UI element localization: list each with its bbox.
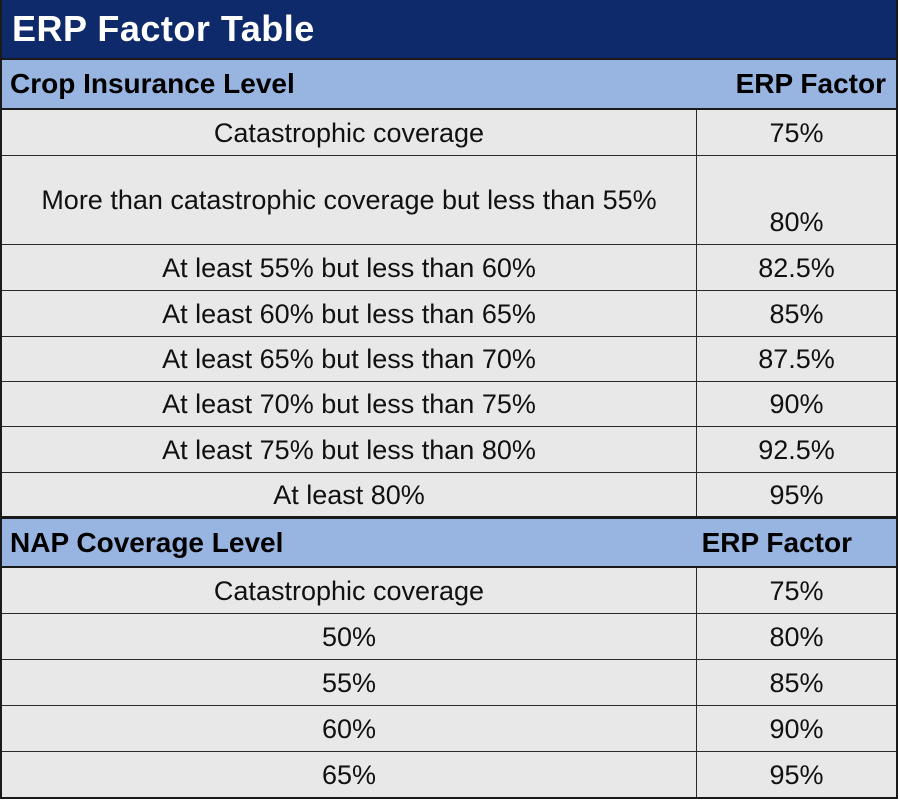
crop-level-cell: At least 60% but less than 65% [2,291,697,336]
nap-level-cell: 65% [2,752,697,797]
table-title: ERP Factor Table [2,0,896,58]
erp-factor-cell: 87.5% [758,344,835,374]
nap-level-cell: 55% [2,660,697,705]
crop-level-cell: Catastrophic coverage [2,110,697,155]
crop-level-column-header: Crop Insurance Level [10,68,295,99]
crop-factor-column-header: ERP Factor [735,68,886,99]
table-row: Catastrophic coverage 75% [2,568,896,614]
nap-level-column-header: NAP Coverage Level [10,526,284,558]
table-row: Catastrophic coverage 75% [2,110,896,156]
nap-level-cell: 60% [2,706,697,751]
table-row: 65% 95% [2,752,896,797]
nap-factor-column-header: ERP Factor [701,526,852,558]
table-row: At least 65% but less than 70% 87.5% [2,337,896,382]
erp-factor-cell: 85% [769,298,824,329]
table-row: 55% 85% [2,660,896,706]
nap-section-header: NAP Coverage Level ERP Factor [2,516,896,568]
erp-factor-cell: 90% [769,713,824,744]
crop-level-cell: At least 80% [2,473,697,516]
erp-factor-cell: 92.5% [758,434,835,465]
crop-section-header: Crop Insurance Level ERP Factor [2,58,896,110]
nap-level-cell: 50% [2,614,697,659]
erp-factor-cell: 75% [769,117,824,148]
crop-level-cell: At least 75% but less than 80% [2,427,697,472]
table-row: At least 75% but less than 80% 92.5% [2,427,896,473]
table-row: At least 70% but less than 75% 90% [2,382,896,427]
nap-level-cell: Catastrophic coverage [2,568,697,613]
erp-factor-cell: 95% [769,759,824,790]
table-row: More than catastrophic coverage but less… [2,156,896,245]
crop-level-cell: More than catastrophic coverage but less… [2,156,697,244]
table-row: 60% 90% [2,706,896,752]
erp-factor-cell: 80% [769,207,824,237]
erp-factor-cell: 85% [769,667,824,698]
table-row: At least 60% but less than 65% 85% [2,291,896,337]
crop-level-cell: At least 65% but less than 70% [2,337,697,381]
crop-level-cell: At least 55% but less than 60% [2,245,697,290]
erp-factor-cell: 82.5% [758,252,835,283]
table-row: At least 55% but less than 60% 82.5% [2,245,896,291]
erp-factor-cell: 80% [769,621,824,652]
table-row: At least 80% 95% [2,473,896,516]
crop-level-cell: At least 70% but less than 75% [2,382,697,426]
erp-factor-cell: 95% [769,479,824,510]
erp-factor-cell: 90% [769,389,824,419]
table-row: 50% 80% [2,614,896,660]
erp-factor-cell: 75% [769,575,824,606]
